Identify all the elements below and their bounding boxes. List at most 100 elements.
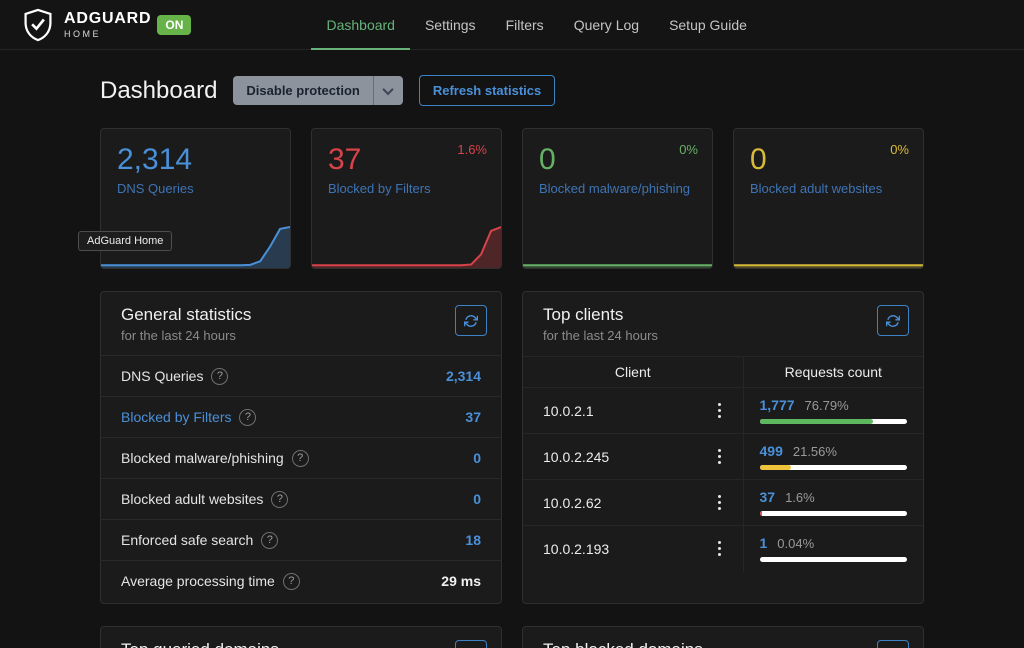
nav-item-query-log[interactable]: Query Log	[573, 16, 640, 33]
stat-value: 29 ms	[441, 573, 481, 589]
stat-row: Blocked by Filters? 37	[101, 396, 501, 437]
progress-bar	[759, 419, 907, 424]
client-ip: 10.0.2.1	[543, 402, 594, 419]
disable-protection-split-button: Disable protection	[233, 76, 403, 105]
requests-count: 499	[759, 443, 783, 459]
table-row: 10.0.2.245 499 21.56%	[523, 433, 923, 480]
refresh-panel-button[interactable]	[877, 640, 909, 648]
card-value: 0	[750, 143, 767, 176]
top-clients-panel: Top clients for the last 24 hours Client…	[522, 291, 924, 604]
stat-row: Blocked adult websites? 0	[101, 478, 501, 519]
protection-status-badge: ON	[157, 14, 192, 35]
adguard-home-tooltip: AdGuard Home	[78, 231, 173, 251]
card-label: DNS Queries	[117, 180, 194, 196]
help-icon[interactable]: ?	[271, 490, 289, 508]
nav-item-settings[interactable]: Settings	[424, 16, 476, 33]
help-icon[interactable]: ?	[261, 531, 279, 549]
stat-value: 0	[473, 491, 481, 507]
sparkline-chart	[734, 224, 923, 268]
table-row: 10.0.2.1 1,777 76.79%	[523, 387, 923, 434]
requests-count: 1	[759, 535, 768, 552]
sparkline-chart	[312, 224, 501, 268]
card-label: Blocked by Filters	[328, 180, 431, 196]
refresh-statistics-button[interactable]: Refresh statistics	[418, 75, 556, 106]
panel-subtitle: for the last 24 hours	[121, 328, 236, 343]
card-value: 0	[539, 143, 556, 176]
stat-label: Blocked adult websites	[121, 491, 264, 507]
help-icon[interactable]: ?	[282, 572, 300, 590]
card-blocked-adult: 0 Blocked adult websites 0%	[733, 128, 924, 269]
card-blocked-malware: 0 Blocked malware/phishing 0%	[522, 128, 713, 269]
refresh-panel-button[interactable]	[877, 305, 909, 336]
panel-title: Top clients	[543, 305, 624, 324]
disable-protection-dropdown[interactable]	[372, 76, 403, 105]
card-label: Blocked adult websites	[750, 180, 883, 196]
kebab-menu-icon[interactable]	[712, 445, 727, 468]
stat-cards: 2,314 DNS Queries 37 Blocked by Filters …	[100, 128, 924, 269]
card-value: 2,314	[117, 143, 193, 176]
stat-value: 0	[473, 450, 481, 466]
stat-value: 2,314	[445, 368, 481, 384]
requests-count: 37	[759, 489, 776, 505]
requests-percent: 21.56%	[792, 444, 837, 459]
card-value: 37	[328, 143, 362, 176]
card-percent: 1.6%	[457, 142, 487, 157]
general-statistics-panel: General statistics for the last 24 hours…	[100, 291, 502, 604]
stat-row: Average processing time? 29 ms	[101, 560, 501, 601]
help-icon[interactable]: ?	[239, 408, 257, 426]
sparkline-chart	[523, 224, 712, 268]
nav-item-filters[interactable]: Filters	[505, 16, 544, 33]
panel-subtitle: for the last 24 hours	[543, 328, 658, 343]
page-title: Dashboard	[100, 76, 218, 104]
top-blocked-domains-panel: Top blocked domains	[522, 626, 924, 648]
client-ip: 10.0.2.245	[543, 448, 610, 465]
top-clients-table: Client Requests count 10.0.2.1	[523, 356, 923, 572]
panel-title: General statistics	[121, 305, 252, 324]
panel-title: Top blocked domains	[543, 640, 903, 648]
card-blocked-by-filters: 37 Blocked by Filters 1.6%	[311, 128, 502, 269]
refresh-panel-button[interactable]	[455, 640, 487, 648]
stat-label: DNS Queries	[121, 368, 204, 384]
nav-item-setup-guide[interactable]: Setup Guide	[669, 16, 747, 33]
kebab-menu-icon[interactable]	[712, 399, 727, 422]
refresh-icon	[886, 314, 900, 327]
stat-value: 18	[465, 532, 481, 548]
stat-row: Enforced safe search? 18	[101, 519, 501, 560]
kebab-menu-icon[interactable]	[712, 491, 727, 514]
stat-label-link[interactable]: Blocked by Filters	[121, 409, 232, 425]
stat-row: DNS Queries? 2,314	[101, 355, 501, 396]
top-queried-domains-panel: Top queried domains	[100, 626, 502, 648]
brand-name: ADGUARD	[64, 9, 152, 27]
table-row: 10.0.2.62 37 1.6%	[523, 479, 923, 526]
sparkline-chart	[101, 224, 290, 268]
card-percent: 0%	[890, 142, 909, 157]
nav-item-dashboard[interactable]: Dashboard	[311, 0, 410, 50]
column-header-requests-count: Requests count	[742, 356, 923, 388]
requests-percent: 76.79%	[804, 398, 849, 413]
main-nav: Dashboard Settings Filters Query Log Set…	[311, 0, 881, 50]
card-label: Blocked malware/phishing	[539, 180, 691, 196]
progress-bar	[759, 511, 907, 516]
brand-sub: HOME	[64, 28, 101, 39]
help-icon[interactable]: ?	[291, 449, 309, 467]
refresh-panel-button[interactable]	[455, 305, 487, 336]
disable-protection-button[interactable]: Disable protection	[233, 76, 373, 105]
page-header: Dashboard Disable protection Refresh sta…	[100, 75, 924, 106]
stat-label: Average processing time	[121, 573, 275, 589]
progress-bar	[759, 557, 907, 563]
panel-title: Top queried domains	[121, 640, 481, 648]
client-ip: 10.0.2.62	[543, 494, 602, 511]
requests-percent: 0.04%	[777, 536, 815, 552]
stat-label: Enforced safe search	[121, 532, 254, 548]
refresh-icon	[464, 314, 478, 327]
chevron-down-icon	[382, 83, 395, 95]
requests-percent: 1.6%	[785, 490, 815, 505]
stat-label: Blocked malware/phishing	[121, 450, 284, 466]
help-icon[interactable]: ?	[211, 367, 229, 385]
progress-bar	[759, 465, 907, 470]
client-ip: 10.0.2.193	[543, 540, 610, 557]
kebab-menu-icon[interactable]	[712, 537, 727, 560]
column-header-client: Client	[523, 356, 743, 388]
adguard-home-logo[interactable]: ADGUARD HOME	[22, 8, 151, 42]
card-percent: 0%	[679, 142, 698, 157]
